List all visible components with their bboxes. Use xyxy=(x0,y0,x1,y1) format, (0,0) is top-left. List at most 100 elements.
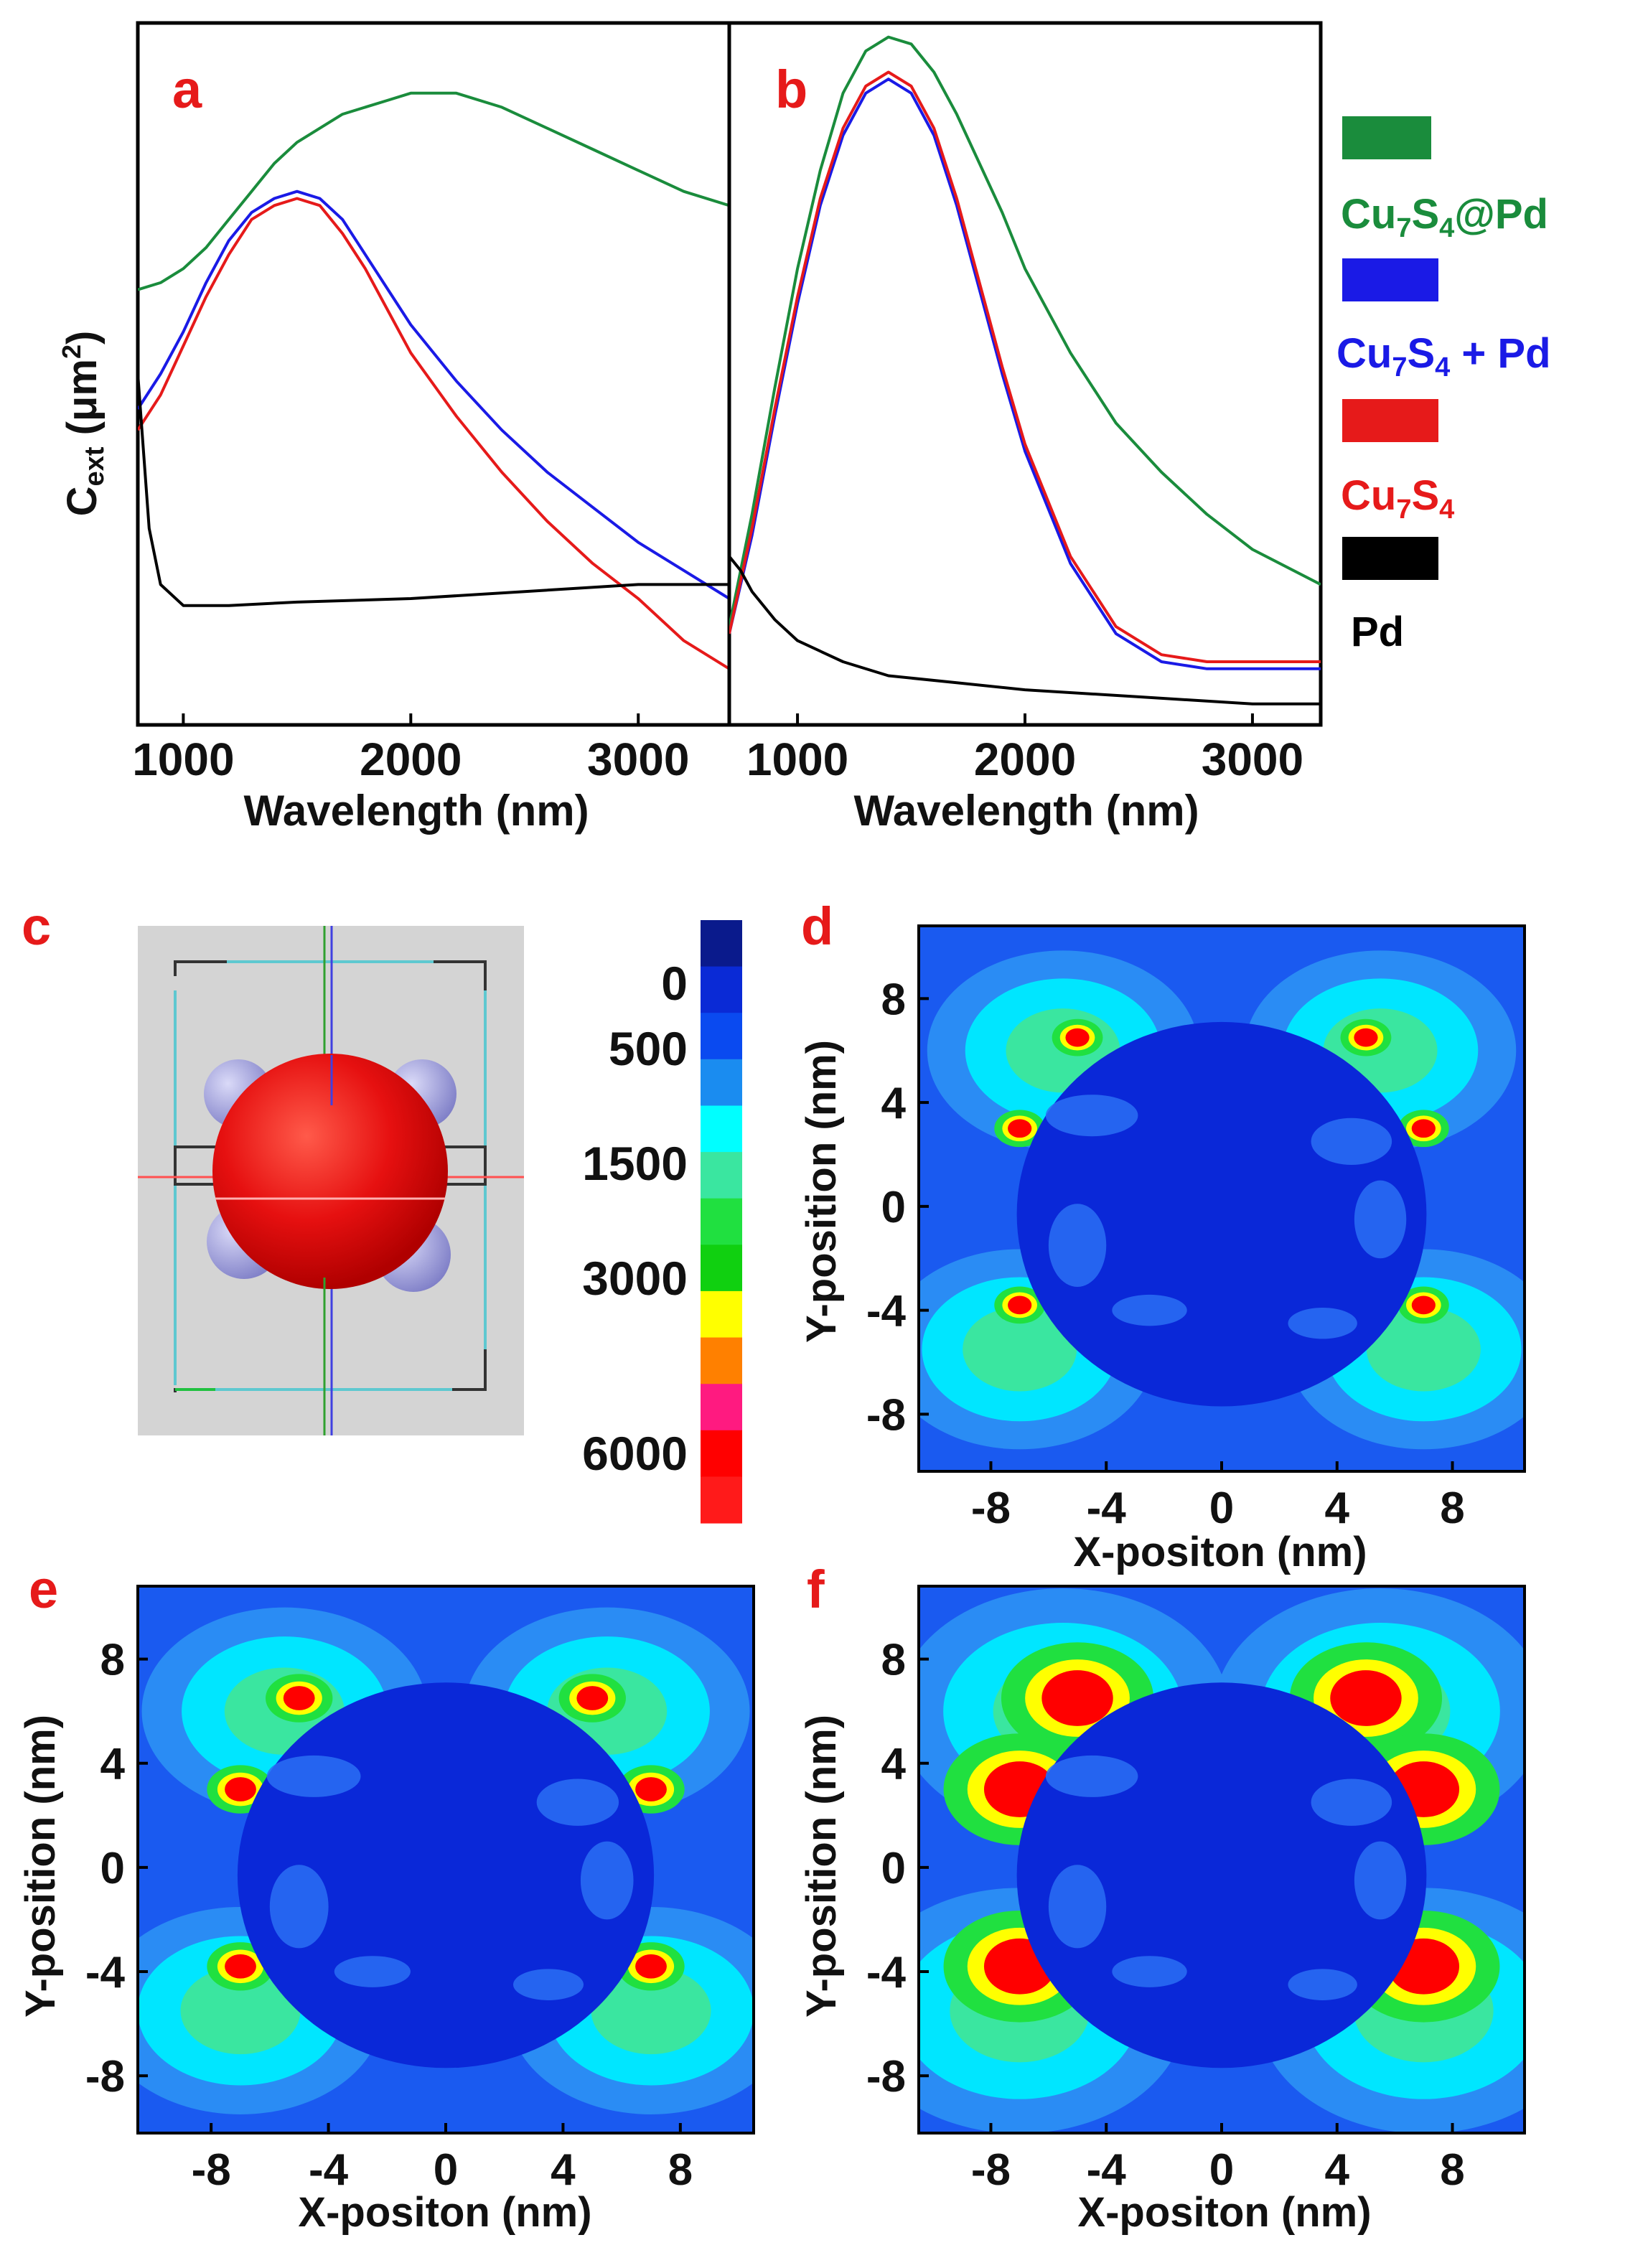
panel-f-y-tick-label: -8 xyxy=(866,2052,906,2101)
colorbar-cell xyxy=(701,920,742,967)
panel-a-series-cu7s4 xyxy=(138,197,729,670)
panel-d-x-axis-label: X-positon (nm) xyxy=(1073,1529,1367,1575)
colorbar-cell xyxy=(701,1337,742,1384)
panel-d-y-tick-label: 8 xyxy=(881,975,906,1024)
panel-f-hotspot-core xyxy=(1330,1670,1402,1726)
colorbar-label-6000: 6000 xyxy=(582,1427,688,1480)
panel-b-x-ticks: 1000 2000 3000 xyxy=(746,713,1303,785)
panel-d-y-tick-label: 0 xyxy=(881,1183,906,1232)
panel-letter-a: a xyxy=(172,60,202,119)
panel-f-hotspot-core xyxy=(1041,1670,1113,1726)
panel-d-hotspot-core xyxy=(1008,1119,1032,1138)
bounding-box-lines xyxy=(174,960,487,1392)
panel-f-ticks: -8 -4 0 4 8 8 4 0 -4 -8 xyxy=(866,1636,1465,2195)
cu7s4-sphere xyxy=(212,1054,448,1289)
panel-d-y-tick-label: -4 xyxy=(866,1287,907,1336)
panel-f-y-axis-label: Y-position (nm) xyxy=(798,1715,845,2018)
panel-letter-b: b xyxy=(775,60,807,119)
panel-f-particle-patch xyxy=(1112,1956,1187,1987)
panel-b-series-cu7s4-pd xyxy=(729,35,1321,627)
panel-d-y-tick-label: -8 xyxy=(866,1390,906,1440)
panel-d-field-lobe xyxy=(963,1307,1077,1392)
colorbar-cells xyxy=(701,920,742,1524)
panel-f-x-tick-label: 4 xyxy=(1325,2145,1350,2195)
colorbar-cell xyxy=(701,966,742,1013)
colorbar-cell xyxy=(701,1013,742,1060)
panel-b-series-cu7s4 xyxy=(729,70,1321,663)
panel-e-hotspot-core xyxy=(225,1777,256,1801)
panel-e-particle-patch xyxy=(269,1865,329,1949)
panel-b-series xyxy=(729,35,1321,706)
panel-d-x-tick-label: -4 xyxy=(1087,1484,1127,1533)
panel-d-x-tick-label: -8 xyxy=(971,1484,1011,1533)
panel-b-x-tick-label: 3000 xyxy=(1202,734,1303,785)
panel-a-x-tick-label: 3000 xyxy=(587,734,689,785)
panel-b-series-pd xyxy=(729,556,1321,706)
panel-e-x-tick-label: -8 xyxy=(192,2145,231,2195)
panel-e-y-axis-label: Y-position (nm) xyxy=(17,1715,64,2018)
legend-label-cu7s4-plus-pd: Cu7S4 + Pd xyxy=(1336,330,1551,383)
panel-e-field-lobe xyxy=(591,1967,711,2055)
colorbar-label-500: 500 xyxy=(609,1022,688,1075)
panel-f-field-map xyxy=(919,1586,1525,2133)
panel-f-heatmap xyxy=(917,1585,1526,2135)
panel-e-heatmap xyxy=(136,1585,755,2135)
panel-a-x-axis-label: Wavelength (nm) xyxy=(243,787,589,835)
colorbar-cell xyxy=(701,1105,742,1153)
colorbar-cell xyxy=(701,1290,742,1339)
legend-swatch-cu7s4-pd xyxy=(1342,116,1431,159)
panel-d: d -8 -4 0 4 8 8 4 0 -4 -8 X-positon (nm) Y-positi… xyxy=(798,896,1526,1575)
panel-d-particle-patch xyxy=(1288,1308,1357,1339)
panel-e-x-tick-label: 8 xyxy=(668,2145,693,2195)
panel-d-ticks: -8 -4 0 4 8 8 4 0 -4 -8 xyxy=(866,975,1465,1533)
panel-b-x-tick-label: 1000 xyxy=(746,734,848,785)
panel-d-field-lobe xyxy=(1366,1307,1481,1392)
panel-a-frame xyxy=(136,21,731,727)
panel-e-field-map xyxy=(138,1586,754,2133)
panel-e-particle-patch xyxy=(266,1755,361,1797)
panel-e-y-tick-label: -8 xyxy=(85,2052,125,2101)
panel-d-particle-patch xyxy=(1112,1294,1187,1326)
panel-f-particle-patch xyxy=(1311,1779,1392,1826)
panel-d-y-axis-label: Y-position (nm) xyxy=(798,1040,845,1343)
legend-swatch-cu7s4 xyxy=(1342,399,1438,442)
panel-f-x-tick-label: -4 xyxy=(1087,2145,1127,2195)
panel-e-x-axis-label: X-positon (nm) xyxy=(298,2189,591,2236)
panel-d-hotspot-core xyxy=(1008,1295,1032,1315)
panel-d-y-tick-label: 4 xyxy=(881,1079,907,1128)
panel-f-x-tick-label: -8 xyxy=(971,2145,1011,2195)
legend-swatch-cu7s4-plus-pd xyxy=(1342,258,1438,301)
colorbar-label-0: 0 xyxy=(661,957,688,1010)
legend-swatch-pd xyxy=(1342,537,1438,580)
panel-a-series xyxy=(138,91,729,670)
legend-label-pd: Pd xyxy=(1351,609,1404,655)
panel-d-x-tick-label: 8 xyxy=(1440,1484,1464,1533)
panel-e-y-tick-label: 8 xyxy=(100,1636,125,1685)
panel-e-y-tick-label: 4 xyxy=(100,1740,126,1789)
panel-c: c xyxy=(22,896,742,1524)
panel-e-particle-patch xyxy=(334,1956,411,1987)
panel-letter-d: d xyxy=(801,896,833,956)
panel-d-hotspot-core xyxy=(1411,1119,1436,1138)
panel-f-x-tick-label: 0 xyxy=(1209,2145,1234,2195)
colorbar-cell xyxy=(701,1059,742,1106)
colorbar-cell xyxy=(701,1384,742,1431)
legend: Cu7S4@Pd Cu7S4 + Pd Cu7S4 Pd xyxy=(1336,116,1551,655)
colorbar: 0 500 1500 3000 6000 xyxy=(582,920,742,1524)
panel-d-heatmap xyxy=(917,924,1526,1473)
panel-e-hotspot-core xyxy=(225,1954,256,1979)
panel-d-x-tick-label: 4 xyxy=(1325,1484,1350,1533)
panel-f-y-tick-label: 4 xyxy=(881,1740,907,1789)
panel-e-x-tick-label: 0 xyxy=(434,2145,458,2195)
panel-d-particle-patch xyxy=(1354,1180,1407,1259)
panel-d-particle-patch xyxy=(1311,1117,1392,1165)
colorbar-cell xyxy=(701,1152,742,1199)
panel-e-x-tick-label: -4 xyxy=(309,2145,349,2195)
colorbar-label-1500: 1500 xyxy=(582,1137,688,1190)
panel-e-hotspot-core xyxy=(576,1686,609,1710)
panel-f-particle-patch xyxy=(1288,1969,1357,2000)
panel-letter-f: f xyxy=(807,1560,825,1619)
panel-a-series-cu7s4-pd xyxy=(138,91,729,291)
panel-e-particle-patch xyxy=(536,1779,619,1826)
